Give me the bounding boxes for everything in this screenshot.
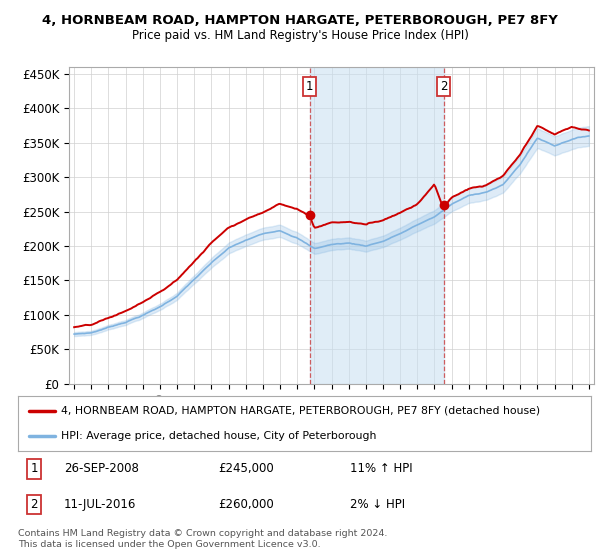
Text: 2% ↓ HPI: 2% ↓ HPI (350, 498, 406, 511)
Text: Price paid vs. HM Land Registry's House Price Index (HPI): Price paid vs. HM Land Registry's House … (131, 29, 469, 42)
Text: HPI: Average price, detached house, City of Peterborough: HPI: Average price, detached house, City… (61, 431, 376, 441)
Text: £245,000: £245,000 (218, 463, 274, 475)
Text: Contains HM Land Registry data © Crown copyright and database right 2024.
This d: Contains HM Land Registry data © Crown c… (18, 529, 388, 549)
Text: 4, HORNBEAM ROAD, HAMPTON HARGATE, PETERBOROUGH, PE7 8FY: 4, HORNBEAM ROAD, HAMPTON HARGATE, PETER… (42, 14, 558, 27)
Text: 11% ↑ HPI: 11% ↑ HPI (350, 463, 413, 475)
Text: 2: 2 (30, 498, 38, 511)
Text: 2: 2 (440, 80, 447, 93)
Text: 26-SEP-2008: 26-SEP-2008 (64, 463, 139, 475)
Text: 1: 1 (306, 80, 313, 93)
Text: 4, HORNBEAM ROAD, HAMPTON HARGATE, PETERBOROUGH, PE7 8FY (detached house): 4, HORNBEAM ROAD, HAMPTON HARGATE, PETER… (61, 406, 540, 416)
Text: £260,000: £260,000 (218, 498, 274, 511)
Text: 1: 1 (30, 463, 38, 475)
Bar (310, 67, 443, 384)
Text: 11-JUL-2016: 11-JUL-2016 (64, 498, 136, 511)
